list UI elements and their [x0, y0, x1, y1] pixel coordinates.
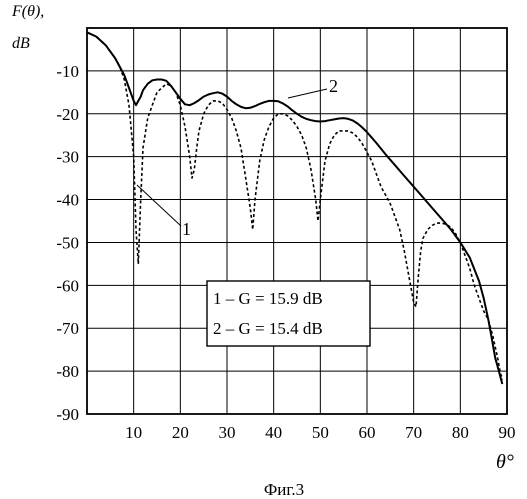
x-tick-label: 40 — [265, 423, 282, 442]
y-tick-label: -30 — [56, 148, 79, 167]
x-tick-label: 20 — [172, 423, 189, 442]
curve-label-2-group: 2 — [288, 76, 338, 98]
x-tick-label: 10 — [125, 423, 142, 442]
legend-entry-1: 1 – G = 15.9 dB — [213, 289, 323, 308]
y-tick-label: -20 — [56, 105, 79, 124]
curve-label-1-leader — [137, 185, 181, 226]
y-tick-label: -80 — [56, 362, 79, 381]
x-tick-label: 30 — [219, 423, 236, 442]
x-tick-label: 70 — [405, 423, 422, 442]
y-tick-label: -60 — [56, 276, 79, 295]
x-tick-labels: 10 20 30 40 50 60 70 80 90 — [125, 423, 515, 442]
y-tick-label: -70 — [56, 319, 79, 338]
curve-label-1-group: 1 — [137, 185, 191, 239]
x-tick-label: 60 — [359, 423, 376, 442]
x-tick-label: 50 — [312, 423, 329, 442]
legend: 1 – G = 15.9 dB 2 – G = 15.4 dB — [207, 281, 370, 346]
y-tick-label: -50 — [56, 233, 79, 252]
y-tick-label: -90 — [56, 405, 79, 424]
legend-entry-2: 2 – G = 15.4 dB — [213, 319, 323, 338]
curve-label-1: 1 — [182, 219, 191, 239]
y-tick-label: -40 — [56, 191, 79, 210]
y-axis-label-line2: dB — [12, 35, 30, 52]
curve-label-2: 2 — [329, 76, 338, 96]
y-tick-label: -10 — [56, 62, 79, 81]
y-axis-label-line1: F(θ), — [11, 3, 44, 20]
y-tick-labels: -10 -20 -30 -40 -50 -60 -70 -80 -90 — [56, 62, 79, 424]
curve-label-2-leader — [288, 89, 327, 98]
x-tick-label: 80 — [452, 423, 469, 442]
x-axis-label: θ° — [496, 451, 514, 473]
figure-caption: Фиг.3 — [264, 480, 304, 499]
x-tick-label: 90 — [499, 423, 516, 442]
